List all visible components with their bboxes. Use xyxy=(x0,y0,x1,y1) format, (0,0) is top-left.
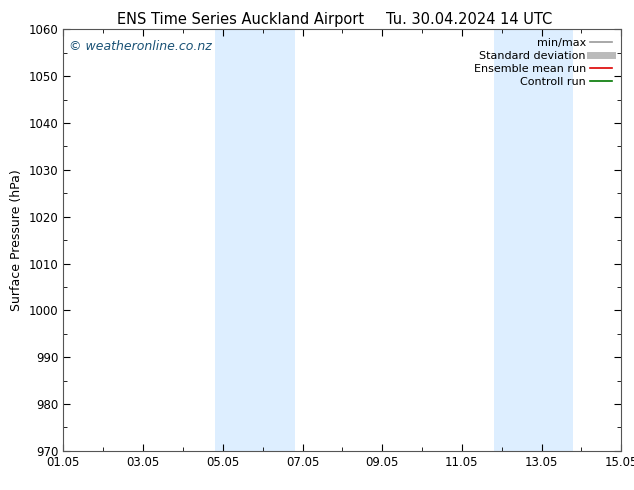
Text: ENS Time Series Auckland Airport: ENS Time Series Auckland Airport xyxy=(117,12,365,27)
Text: © weatheronline.co.nz: © weatheronline.co.nz xyxy=(69,40,212,53)
Y-axis label: Surface Pressure (hPa): Surface Pressure (hPa) xyxy=(10,169,23,311)
Bar xyxy=(494,29,574,451)
Text: Tu. 30.04.2024 14 UTC: Tu. 30.04.2024 14 UTC xyxy=(386,12,552,27)
Bar xyxy=(215,29,295,451)
Legend: min/max, Standard deviation, Ensemble mean run, Controll run: min/max, Standard deviation, Ensemble me… xyxy=(470,35,616,90)
